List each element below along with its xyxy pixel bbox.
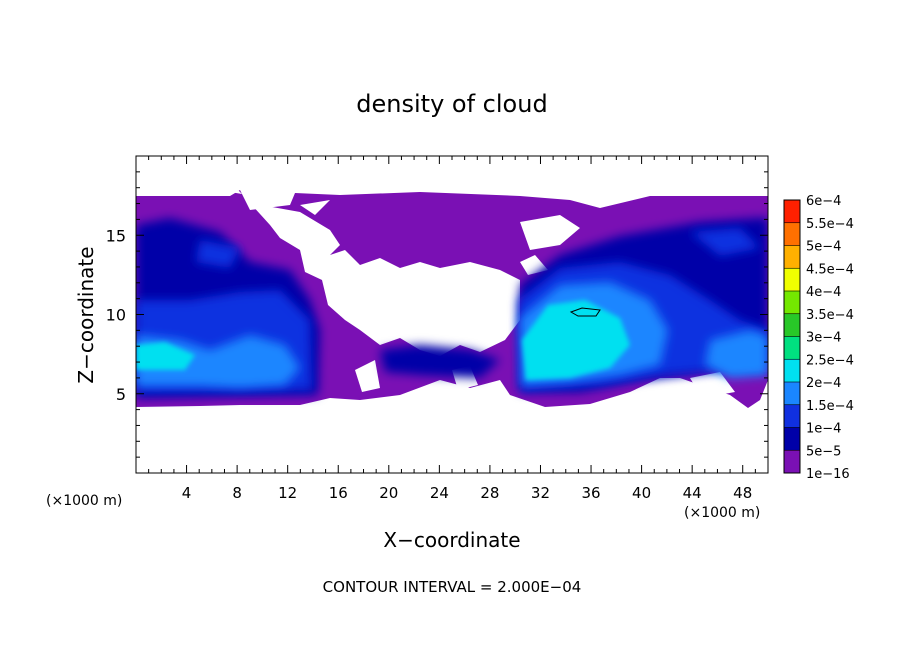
colorbar-label: 5e−4 [806, 240, 841, 255]
colorbar-label: 1e−4 [806, 422, 841, 437]
y-axis-ticks: 5 10 15 [106, 171, 768, 458]
x-axis-label: X−coordinate [383, 528, 520, 552]
colorbar-swatch [784, 450, 800, 473]
colorbar-label: 6e−4 [806, 194, 841, 209]
x-tick-label: 24 [430, 484, 449, 502]
x-tick-label: 44 [683, 484, 702, 502]
y-tick-label: 15 [106, 226, 126, 245]
x-tick-label: 20 [379, 484, 398, 502]
colorbar-swatch [784, 336, 800, 360]
colorbar-label: 2.5e−4 [806, 353, 854, 368]
field-region-cyan [136, 300, 630, 380]
colorbar-label: 1e−16 [806, 467, 850, 482]
colorbar-swatch [784, 359, 800, 382]
colorbar-swatch [784, 200, 800, 223]
x-tick-label: 32 [531, 484, 550, 502]
colorbar-label: 2e−4 [806, 376, 841, 391]
colorbar-swatch [784, 222, 800, 246]
x-tick-label: 16 [329, 484, 348, 502]
colorbar-swatch [784, 382, 800, 405]
chart-title: density of cloud [356, 90, 547, 118]
x-tick-label: 36 [581, 484, 600, 502]
y-tick-label: 5 [116, 385, 126, 404]
x-axis-ticks: 4 8 12 16 20 24 28 32 36 40 44 48 [148, 156, 756, 502]
x-unit-right: (×1000 m) [684, 505, 760, 521]
colorbar-swatch [784, 427, 800, 451]
x-tick-label: 8 [232, 484, 242, 502]
colorbar: 1e−16 5e−5 1e−4 1.5e−4 2e−4 2.5e−4 3e−4 3.5e−4 4… [783, 194, 854, 482]
x-tick-label: 40 [632, 484, 651, 502]
x-tick-label: 4 [182, 484, 192, 502]
colorbar-swatch [784, 291, 800, 314]
contour-interval-note: CONTOUR INTERVAL = 2.000E−04 [323, 578, 582, 596]
contour-outline [569, 307, 601, 317]
y-axis-label: Z−coordinate [74, 246, 98, 383]
colorbar-label: 4.5e−4 [806, 262, 854, 277]
colorbar-swatch [784, 404, 800, 428]
colorbar-swatch [784, 313, 800, 337]
colorbar-swatch [784, 268, 800, 291]
x-unit-left: (×1000 m) [46, 493, 122, 509]
colorbar-label: 3.5e−4 [806, 308, 854, 323]
colorbar-label: 1.5e−4 [806, 399, 854, 414]
x-tick-label: 12 [278, 484, 297, 502]
colorbar-swatch [784, 245, 800, 269]
field-gaps [230, 188, 735, 398]
colorbar-label: 4e−4 [806, 285, 841, 300]
colorbar-label: 3e−4 [806, 331, 841, 346]
density-field [136, 188, 768, 408]
x-tick-label: 28 [480, 484, 499, 502]
colorbar-label: 5e−5 [806, 444, 841, 459]
y-tick-label: 10 [106, 306, 126, 325]
colorbar-label: 5.5e−4 [806, 217, 854, 232]
x-tick-label: 48 [733, 484, 752, 502]
